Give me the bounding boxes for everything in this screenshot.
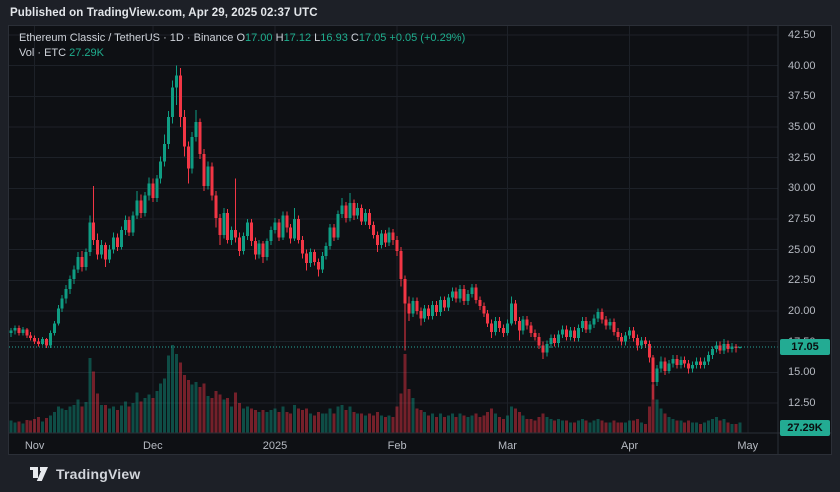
last-price-label: 17.05 xyxy=(780,339,830,356)
price-tick-22.50: 22.50 xyxy=(788,274,816,287)
volume-value: 27.29K xyxy=(69,47,105,59)
chart-panel: Ethereum Classic / TetherUS · 1D · Binan… xyxy=(8,25,832,455)
close-value: 17.05 xyxy=(358,32,387,44)
price-tick-20.00: 20.00 xyxy=(788,305,816,317)
open-value: 17.00 xyxy=(245,32,273,44)
volume-label: Vol · ETC xyxy=(19,47,67,59)
last-volume-label: 27.29K xyxy=(780,420,830,436)
time-tick-May: May xyxy=(737,440,759,452)
price-tick-32.50: 32.50 xyxy=(788,151,816,164)
low-value: 16.93 xyxy=(320,32,348,44)
high-value: 17.12 xyxy=(283,32,312,44)
price-tick-40.00: 40.00 xyxy=(788,59,816,72)
chart-legend: Ethereum Classic / TetherUS · 1D · Binan… xyxy=(19,31,465,60)
price-tick-27.50: 27.50 xyxy=(788,213,816,225)
price-tick-15.00: 15.00 xyxy=(788,366,816,379)
price-tick-37.50: 37.50 xyxy=(788,90,816,103)
symbol-title: Ethereum Classic / TetherUS · 1D · Binan… xyxy=(19,32,234,44)
legend-row-series: Ethereum Classic / TetherUS · 1D · Binan… xyxy=(19,31,465,45)
close-label: C xyxy=(350,32,359,44)
change-value: +0.05 (+0.29%) xyxy=(389,32,466,44)
time-tick-Feb: Feb xyxy=(387,440,407,452)
candlestick-chart[interactable] xyxy=(9,26,831,454)
price-tick-25.00: 25.00 xyxy=(788,243,816,256)
tradingview-logo-icon[interactable] xyxy=(30,466,49,482)
open-label: O xyxy=(236,32,246,44)
low-label: L xyxy=(314,32,321,44)
legend-row-volume: Vol · ETC 27.29K xyxy=(19,46,465,60)
time-tick-Apr: Apr xyxy=(621,440,639,452)
footer: TradingView xyxy=(0,455,840,492)
tradingview-brand-text[interactable]: TradingView xyxy=(56,465,141,482)
price-tick-35.00: 35.00 xyxy=(788,121,816,133)
price-tick-30.00: 30.00 xyxy=(788,182,816,195)
published-bar: Published on TradingView.com, Apr 29, 20… xyxy=(0,0,840,25)
time-tick-Mar: Mar xyxy=(497,440,517,452)
price-tick-12.50: 12.50 xyxy=(788,397,816,409)
time-tick-2025: 2025 xyxy=(262,440,288,452)
time-tick-Dec: Dec xyxy=(143,440,163,452)
published-text: Published on TradingView.com, Apr 29, 20… xyxy=(10,6,318,19)
high-label: H xyxy=(275,32,284,44)
price-tick-42.50: 42.50 xyxy=(788,29,816,41)
time-tick-Nov: Nov xyxy=(24,440,45,452)
